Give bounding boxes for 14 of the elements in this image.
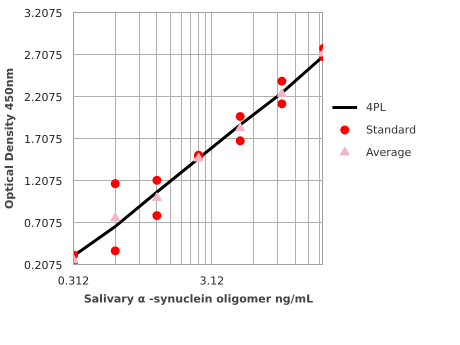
x-tick-label: 0.312 [58,274,90,288]
x-tick-label: 3.12 [200,274,224,288]
y-tick-label: 0.2075 [24,259,63,272]
y-tick-label: 0.7075 [24,217,63,230]
y-tick-label: 2.7075 [24,49,63,62]
y-tick-label: 2.2075 [24,91,63,104]
y-axis-title: Optical Density 450nm [3,68,16,210]
x-axis-title: Salivary α -synuclein oligomer ng/mL [84,292,314,306]
legend-label: 4PL [366,101,387,114]
y-tick-label: 3.2075 [24,7,63,20]
legend-label: Average [366,146,412,159]
legend-label: Standard [366,123,416,136]
y-tick-label: 1.7075 [24,133,63,146]
y-tick-label: 1.2075 [24,175,63,188]
